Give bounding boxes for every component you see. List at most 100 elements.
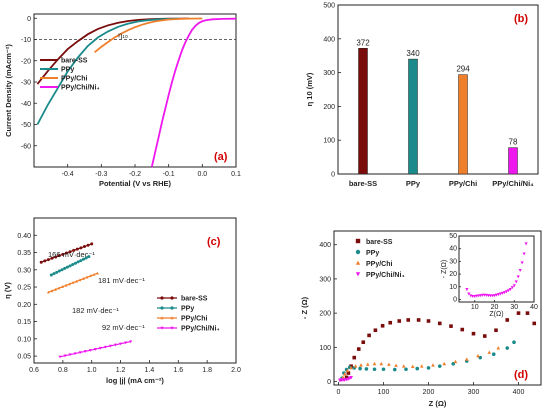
- series-2-point: [401, 364, 406, 368]
- series-marker: [129, 340, 133, 344]
- y-tick-label: -20: [21, 58, 31, 65]
- panel-d-legend: bare-SS PPy PPy/Chi PPy/Chi/Ni₄: [355, 238, 405, 279]
- series-marker: [119, 342, 123, 346]
- legend-label: PPy/Chi: [366, 261, 393, 268]
- y-tick-label: 400: [319, 242, 331, 249]
- panel-c-ticks: 0.6 0.8 1.0 1.2 1.4 1.6 1.8 2.0 0.05 0.10 0.15 0.20…: [17, 233, 241, 374]
- panel-d-x-axis-label: Z (Ω): [429, 399, 447, 408]
- inset-point: [512, 284, 516, 288]
- panel-a-polarization-plot: -0.4 -0.3 -0.2 -0.1 0.0 0.1 0 -10 -20 -30 -40 -50 -6…: [4, 13, 241, 188]
- series-marker: [74, 279, 78, 283]
- legend-marker: [355, 260, 361, 265]
- inset-point: [492, 294, 497, 298]
- series-marker: [90, 242, 94, 246]
- series-marker: [83, 245, 86, 249]
- inset-point: [502, 291, 506, 295]
- series-0-point: [397, 319, 402, 323]
- series-marker: [58, 355, 62, 359]
- legend-label: PPy/Chi/Ni₄: [181, 326, 220, 333]
- series-marker: [50, 289, 54, 293]
- bar-value-label: 340: [406, 49, 420, 58]
- series-2-point: [442, 361, 447, 366]
- plot-frame: [33, 217, 237, 364]
- y-tick-label: 0.30: [17, 267, 31, 274]
- y-tick-label: 0.10: [17, 336, 31, 343]
- inset-x-axis-label: Z(Ω): [489, 311, 503, 318]
- y-tick-label: -50: [21, 122, 31, 129]
- series-2-point: [379, 361, 384, 366]
- inset-point: [506, 289, 510, 293]
- series-marker: [93, 347, 97, 351]
- series-2-point: [487, 350, 492, 354]
- series-marker: [83, 350, 87, 354]
- bar-value-label: 372: [356, 38, 370, 47]
- series-marker: [114, 343, 118, 347]
- series-1-point: [404, 367, 408, 372]
- x-tick-label: 100: [378, 389, 390, 396]
- series-1-point: [358, 366, 362, 371]
- bar-value-label: 294: [456, 65, 470, 74]
- series-marker: [68, 353, 72, 357]
- panel-b-letter: (b): [514, 13, 528, 25]
- series-2-point: [349, 365, 353, 370]
- inset-x-tick-label: 30: [510, 304, 518, 311]
- panel-a-y-axis-label: Current Density (mAcm⁻²): [4, 44, 13, 137]
- legend-label: bare-SS: [181, 296, 208, 303]
- legend-marker: [170, 326, 174, 330]
- series-marker: [85, 275, 89, 279]
- legend-marker: [160, 296, 164, 300]
- series-1-point: [512, 340, 516, 345]
- inset-point: [508, 288, 512, 292]
- slope-annotation: 92 mV·dec⁻¹: [102, 323, 145, 332]
- inset-point: [465, 288, 469, 292]
- series-marker: [54, 255, 58, 259]
- category-label: PPy/Chi: [449, 179, 477, 188]
- x-tick-label: -0.3: [95, 171, 107, 178]
- series-2-point: [345, 368, 350, 373]
- series-marker: [68, 250, 72, 254]
- series-marker: [49, 273, 53, 277]
- series-marker: [46, 258, 50, 262]
- series-1-point: [372, 367, 377, 372]
- x-tick-label: -0.4: [62, 171, 74, 178]
- series-0-point: [352, 355, 357, 360]
- series-3-point: [349, 376, 353, 380]
- series-1-point: [491, 352, 496, 357]
- series-0-point: [426, 319, 431, 323]
- inset-point: [500, 291, 505, 295]
- series-0-point: [505, 318, 510, 322]
- series-marker: [103, 345, 107, 349]
- series-0-point: [437, 321, 442, 326]
- panel-d-inset: 10 20 30 40 0 10 20 30 40 50 Z(Ω) - Z(Ω): [441, 233, 538, 318]
- panel-b-bar-chart: 0 100 200 300 400 500 372 bare-SS 340 PPy 294 PPy/…: [305, 3, 539, 188]
- series-marker: [86, 243, 90, 247]
- y-tick-label: 300: [319, 276, 331, 283]
- x-tick-label: 0.0: [197, 171, 207, 178]
- legend-label: PPy: [181, 306, 194, 313]
- series-marker: [68, 264, 72, 268]
- inset-point: [520, 261, 524, 265]
- y-tick-label: 200: [323, 104, 335, 111]
- series-marker: [95, 271, 99, 275]
- series-2-point: [464, 357, 469, 361]
- panel-b-bars: 372 bare-SS 340 PPy 294 PPy/Chi 78 PPy/Chi/Ni₄: [349, 38, 534, 188]
- panel-b-ticks: 0 100 200 300 400 500: [323, 3, 341, 179]
- panel-a-x-axis-label: Potential (V vs RHE): [99, 179, 172, 188]
- x-tick-label: 0.6: [29, 367, 39, 374]
- legend-marker: [355, 272, 361, 277]
- y-tick-label: 0.20: [17, 302, 31, 309]
- plot-frame: [333, 230, 542, 386]
- series-marker: [64, 283, 68, 287]
- panel-a-ticks: -0.4 -0.3 -0.2 -0.1 0.0 0.1 0 -10 -20 -30 -40 -50 -6…: [21, 16, 241, 178]
- series-0-point: [449, 324, 453, 328]
- series-marker: [92, 272, 96, 276]
- series-1-point: [364, 367, 369, 371]
- series-2-point: [341, 375, 345, 379]
- legend-marker: [355, 249, 361, 255]
- series-marker: [98, 346, 102, 350]
- panel-c-x-axis-label: log |j| (mA cm⁻²): [106, 376, 164, 385]
- legend-marker: [170, 296, 174, 300]
- legend-marker: [170, 316, 174, 320]
- series-marker: [124, 341, 128, 345]
